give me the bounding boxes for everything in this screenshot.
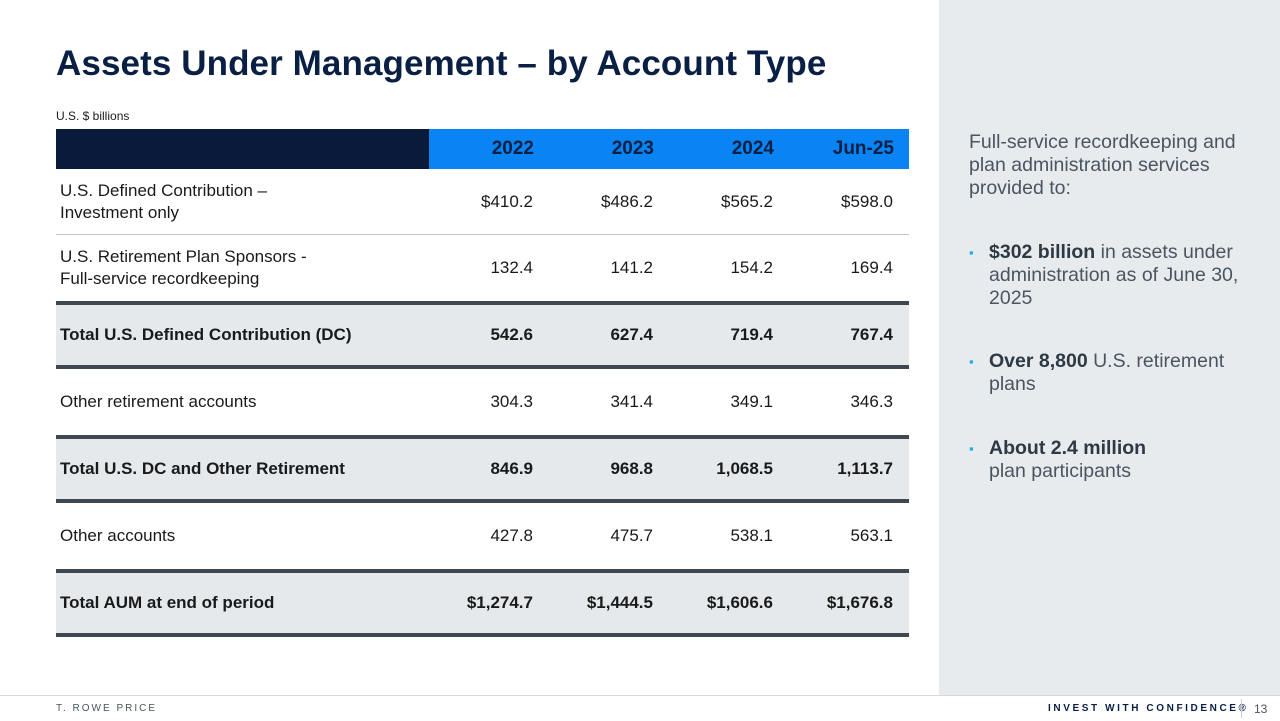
row-label-line: Other retirement accounts [60,392,257,411]
sidebar-intro: Full-service recordkeeping and plan admi… [969,131,1236,199]
row-label-line: U.S. Retirement Plan Sponsors - [60,247,307,266]
row-label-line: Total U.S. DC and Other Retirement [60,459,345,478]
row-label: Total U.S. Defined Contribution (DC) [56,305,429,365]
row-label: Total U.S. DC and Other Retirement [56,439,429,499]
table-cell-2024: $1,606.6 [706,593,773,612]
table-cell-jun-25: 563.1 [850,526,893,545]
row-label: U.S. Retirement Plan Sponsors - Full-serv… [56,235,429,301]
table-header-row: 2022 2023 2024 Jun-25 [56,129,909,169]
table-row: Other accounts 427.8 475.7 538.1 563.1 [56,503,909,569]
sidebar-bullet-aua: ▪ $302 billion in assets under administr… [969,241,1269,310]
table-cell-2022: 427.8 [490,526,533,545]
column-header-2024: 2024 [731,138,774,159]
table-cell-jun-25: 1,113.7 [837,459,893,478]
table-cell-2022: 132.4 [490,258,533,277]
page-number: 13 [1254,702,1268,716]
row-label-line: Total U.S. Defined Contribution (DC) [60,325,352,344]
page-title: Assets Under Management – by Account Typ… [56,44,827,83]
table-cell-2024: 349.1 [730,392,773,411]
table-cell-2024: 538.1 [730,526,773,545]
bullet-text: Over 8,800 U.S. retirement plans [989,350,1269,396]
sidebar-bullet-plans: ▪ Over 8,800 U.S. retirement plans [969,350,1269,396]
units-label: U.S. $ billions [56,109,130,123]
table-body: U.S. Defined Contribution – Investment on… [56,169,909,637]
row-label: U.S. Defined Contribution – Investment on… [56,169,429,234]
table-cell-jun-25: $598.0 [841,191,893,211]
row-label-line: Full-service recordkeeping [60,269,260,288]
table-cell-2023: 341.4 [610,392,653,411]
table-cell-2022: 542.6 [490,325,533,344]
table-row: U.S. Retirement Plan Sponsors - Full-serv… [56,235,909,301]
aum-table: 2022 2023 2024 Jun-25 U.S. Defined Contr… [56,129,909,637]
table-total-row: Total U.S. Defined Contribution (DC) 542.… [56,301,909,369]
row-label: Total AUM at end of period [56,573,429,633]
table-cell-jun-25: 346.3 [850,392,893,411]
table-header-years: 2022 2023 2024 Jun-25 [429,129,909,169]
column-header-2023: 2023 [611,138,654,159]
row-label-line: U.S. Defined Contribution – [60,180,267,200]
table-cell-2023: $486.2 [601,191,653,211]
footer-brand: T. ROWE PRICE [56,703,158,714]
column-header-2022: 2022 [491,138,534,159]
table-cell-jun-25: 169.4 [850,258,893,277]
bullet-body: plan participants [989,460,1132,482]
sidebar-panel: Full-service recordkeeping and plan admi… [939,0,1280,695]
bullet-square-icon: ▪ [969,245,974,260]
table-cell-2024: 719.4 [730,325,773,344]
table-row: U.S. Defined Contribution – Investment on… [56,169,909,235]
footer-divider [1241,699,1242,718]
table-header-corner [56,129,429,169]
row-label-line: Total AUM at end of period [60,593,275,612]
table-row: Other retirement accounts 304.3 341.4 349.1… [56,369,909,435]
table-cell-2023: 968.8 [610,459,653,478]
table-cell-jun-25: $1,676.8 [826,593,893,612]
table-cell-2023: 627.4 [610,325,653,344]
bullet-text: About 2.4 million plan participants [989,437,1146,483]
table-cell-2022: $410.2 [481,191,533,211]
row-label: Other accounts [56,503,429,569]
row-label: Other retirement accounts [56,369,429,435]
table-cell-2024: $565.2 [721,191,773,211]
table-cell-jun-25: 767.4 [850,325,893,344]
footer: T. ROWE PRICE INVEST WITH CONFIDENCE® 13 [0,695,1280,721]
sidebar-bullet-participants: ▪ About 2.4 million plan participants [969,437,1269,483]
bullet-square-icon: ▪ [969,441,974,456]
bullet-square-icon: ▪ [969,354,974,369]
row-label-line: Other accounts [60,526,176,545]
table-total-row: Total U.S. DC and Other Retirement 846.9 9… [56,435,909,503]
row-label-line: Investment only [60,202,180,222]
table-cell-2023: $1,444.5 [586,593,653,612]
column-header-jun-25: Jun-25 [832,138,894,159]
bullet-text: $302 billion in assets under administrat… [989,241,1269,310]
bullet-highlight: $302 billion [989,241,1096,263]
bullet-body: in assets under administration as of Jun… [989,241,1239,309]
table-cell-2023: 475.7 [610,526,653,545]
bullet-body: U.S. retirement plans [989,350,1225,395]
table-total-row: Total AUM at end of period $1,274.7 $1,444… [56,569,909,637]
table-cell-2022: $1,274.7 [466,593,533,612]
table-cell-2024: 154.2 [730,258,773,277]
footer-tagline: INVEST WITH CONFIDENCE® [1048,703,1249,714]
bullet-highlight: Over 8,800 [989,350,1088,372]
table-cell-2024: 1,068.5 [716,459,773,478]
table-cell-2022: 304.3 [490,392,533,411]
bullet-highlight: About 2.4 million [989,437,1147,459]
table-cell-2022: 846.9 [490,459,533,478]
table-cell-2023: 141.2 [610,258,653,277]
